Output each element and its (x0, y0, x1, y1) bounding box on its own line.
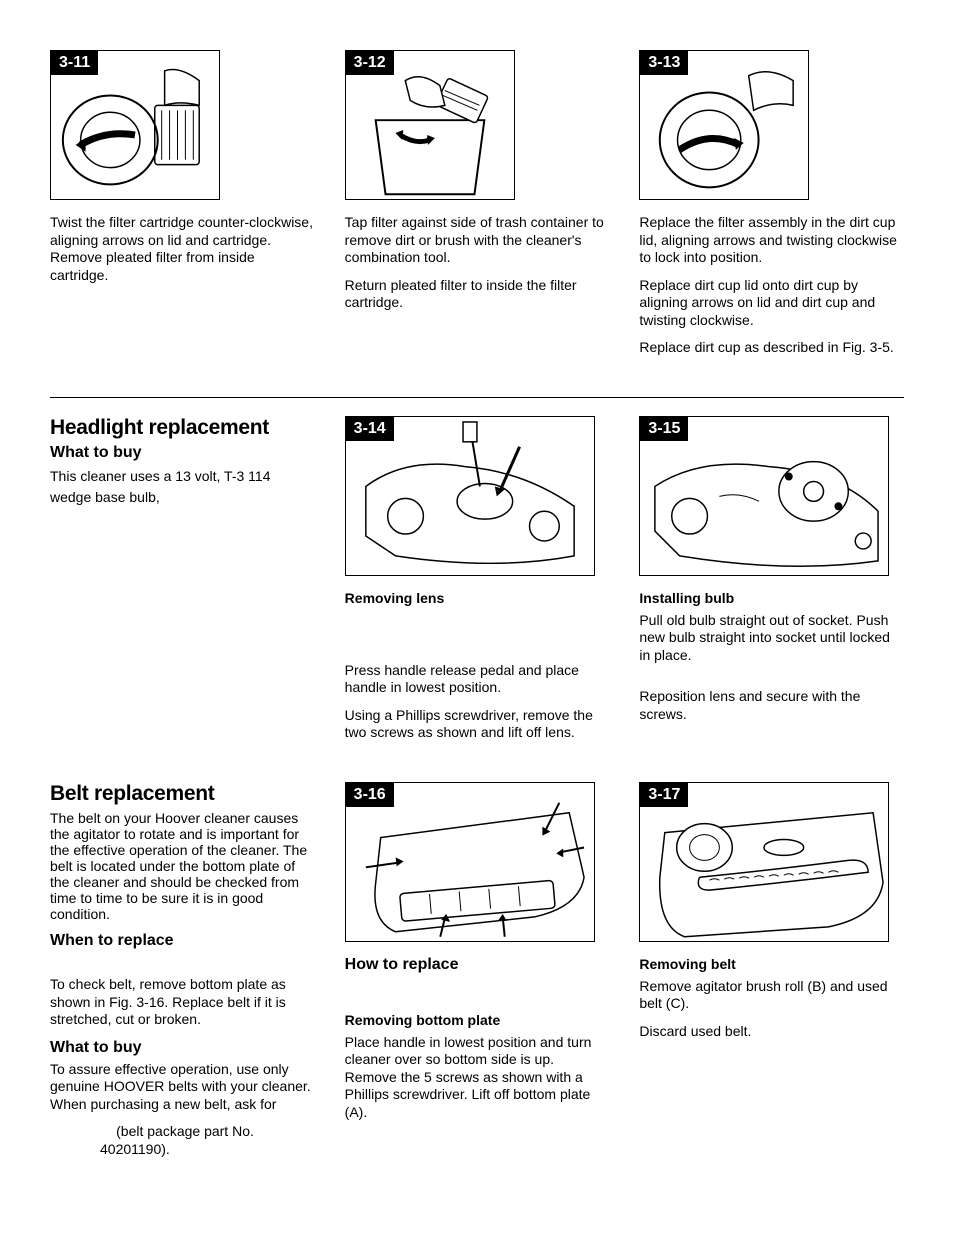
subheading-removing-lens: Removing lens (345, 590, 610, 606)
paragraph: Place handle in lowest position and turn… (345, 1034, 610, 1122)
figure-label: 3-16 (346, 783, 394, 807)
paragraph: Tap filter against side of trash contain… (345, 214, 610, 267)
col-3-16: 3-16 How to replace Remo (345, 782, 610, 1169)
paragraph: Replace dirt cup lid onto dirt cup by al… (639, 277, 904, 330)
paragraph: Return pleated filter to inside the filt… (345, 277, 610, 312)
subheading-removing-bottom-plate: Removing bottom plate (345, 1012, 610, 1028)
paragraph: Press handle release pedal and place han… (345, 662, 610, 697)
figure-3-11: 3-11 (50, 50, 220, 200)
paragraph: Reposition lens and secure with the scre… (639, 688, 904, 723)
paragraph: (belt package part No. 40201190). (50, 1123, 315, 1158)
col-3-12: 3-12 Tap filter against side of trash co… (345, 50, 610, 367)
paragraph: Twist the filter cartridge counter-clock… (50, 214, 315, 284)
col-3-11: 3-11 Twist the filter cartridge counter-… (50, 50, 315, 367)
figure-3-12: 3-12 (345, 50, 515, 200)
figure-label: 3-14 (346, 417, 394, 441)
paragraph: Pull old bulb straight out of socket. Pu… (639, 612, 904, 665)
paragraph: The belt on your Hoover cleaner causes t… (50, 810, 315, 923)
heading-belt: Belt replacement (50, 782, 315, 806)
col-belt-intro: Belt replacement The belt on your Hoover… (50, 782, 315, 1169)
col-3-17: 3-17 Removing belt Remove agitator brush… (639, 782, 904, 1169)
col-3-14: 3-14 Removing lens Press handle release … (345, 416, 610, 752)
paragraph: This cleaner uses a 13 volt, T-3 114 wed… (50, 466, 315, 508)
col-3-15: 3-15 Installing bulb Pull old bulb strai… (639, 416, 904, 752)
paragraph: Discard used belt. (639, 1023, 904, 1041)
col-3-13: 3-13 Replace the filter assembly in the … (639, 50, 904, 367)
paragraph: To assure effective operation, use only … (50, 1061, 315, 1114)
paragraph: Remove agitator brush roll (B) and used … (639, 978, 904, 1013)
heading-headlight: Headlight replacement (50, 416, 315, 440)
subheading-what-to-buy: What to buy (50, 1039, 315, 1057)
figure-label: 3-17 (640, 783, 688, 807)
subheading-when-to-replace: When to replace (50, 932, 315, 950)
subheading-installing-bulb: Installing bulb (639, 590, 904, 606)
figure-3-15: 3-15 (639, 416, 889, 576)
figure-label: 3-11 (51, 51, 98, 75)
subheading-what-to-buy: What to buy (50, 444, 315, 462)
figure-label: 3-15 (640, 417, 688, 441)
figure-3-13: 3-13 (639, 50, 809, 200)
figure-label: 3-12 (346, 51, 394, 75)
paragraph: Using a Phillips screwdriver, remove the… (345, 707, 610, 742)
row-filter: 3-11 Twist the filter cartridge counter-… (50, 50, 904, 367)
paragraph: To check belt, remove bottom plate as sh… (50, 976, 315, 1029)
row-headlight: Headlight replacement What to buy This c… (50, 416, 904, 752)
col-headlight-intro: Headlight replacement What to buy This c… (50, 416, 315, 752)
paragraph: Replace the filter assembly in the dirt … (639, 214, 904, 267)
figure-label: 3-13 (640, 51, 688, 75)
figure-3-17: 3-17 (639, 782, 889, 942)
figure-3-16: 3-16 (345, 782, 595, 942)
divider (50, 397, 904, 398)
row-belt: Belt replacement The belt on your Hoover… (50, 782, 904, 1169)
subheading-how-to-replace: How to replace (345, 956, 610, 974)
figure-3-14: 3-14 (345, 416, 595, 576)
paragraph: Replace dirt cup as described in Fig. 3-… (639, 339, 904, 357)
subheading-removing-belt: Removing belt (639, 956, 904, 972)
